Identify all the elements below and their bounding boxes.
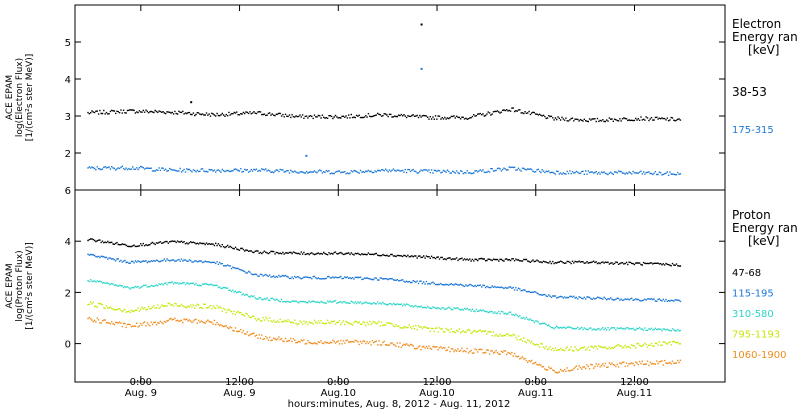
- proton-legend-title: Energy ran: [732, 221, 798, 235]
- proton-series-points: [87, 253, 682, 303]
- x-tick-time-label: 12:00: [225, 377, 254, 388]
- proton-series-310-580: [87, 279, 682, 332]
- electron-y-axis-label: ACE EPAM: [5, 75, 15, 120]
- proton-y-tick-label: 6: [65, 186, 71, 197]
- x-tick-date-label: Aug.11: [518, 388, 553, 399]
- proton-y-axis-label: log(Proton Flux): [15, 250, 25, 321]
- proton-series-115-195: [87, 253, 682, 303]
- x-tick-time-label: 0:00: [130, 377, 152, 388]
- electron-plot-frame: [74, 4, 726, 191]
- x-tick-date-label: Aug.10: [321, 388, 356, 399]
- proton-plot-frame: [74, 189, 726, 383]
- electron-legend-title: Electron: [732, 17, 781, 31]
- electron-outlier-point: [420, 67, 423, 70]
- x-tick-date-label: Aug.11: [617, 388, 652, 399]
- proton-y-tick-label: 4: [65, 237, 71, 248]
- proton-legend-title: Proton: [732, 208, 771, 222]
- proton-y-axis-label: [1/(cm²s ster MeV)]: [25, 242, 35, 329]
- x-tick-time-label: 0:00: [327, 377, 349, 388]
- proton-series-47-68: [87, 238, 682, 267]
- x-tick-date-label: Aug.10: [419, 388, 454, 399]
- electron-y-tick-label: 3: [65, 112, 71, 123]
- x-tick-time-label: 0:00: [525, 377, 547, 388]
- electron-legend-entry: 38-53: [732, 85, 767, 99]
- electron-y-tick-label: 5: [65, 38, 71, 49]
- electron-y-tick-label: 2: [65, 149, 71, 160]
- x-tick-date-label: Aug. 9: [223, 388, 255, 399]
- proton-y-tick-label: 0: [65, 340, 71, 351]
- proton-series-points: [87, 238, 682, 267]
- proton-series-points: [87, 279, 682, 332]
- electron-legend-entry: 175-315: [732, 125, 774, 136]
- proton-legend-entry: 310-580: [732, 309, 774, 320]
- x-tick-date-label: Aug. 9: [125, 388, 157, 399]
- proton-series-points: [87, 301, 682, 352]
- electron-outlier-point: [420, 23, 423, 26]
- proton-legend-entry: 1060-1900: [732, 350, 787, 361]
- proton-legend-entry: 47-68: [732, 268, 761, 279]
- proton-panel: 0 2 4 6 ACE EPAM log(Proton Flux) [1/(cm²s ste…: [5, 186, 798, 383]
- electron-series-38-53: [87, 107, 682, 123]
- electron-y-tick-label: 4: [65, 75, 71, 86]
- proton-series-795-1193: [87, 301, 682, 352]
- electron-legend-title: Energy ran: [732, 30, 798, 44]
- electron-series-points: [87, 165, 682, 176]
- x-axis-label: hours:minutes, Aug. 8, 2012 - Aug. 11, 2…: [288, 399, 511, 410]
- x-tick-time-label: 12:00: [620, 377, 649, 388]
- proton-series-points: [87, 316, 682, 374]
- electron-legend-title: [keV]: [748, 43, 779, 57]
- electron-y-axis-label: [1/(cm²s ster MeV)]: [25, 54, 35, 141]
- electron-panel: 2 3 4 5 ACE EPAM log(Electron Flux) [1/(cm²s s…: [5, 4, 798, 191]
- proton-series-1060-1900: [87, 316, 682, 374]
- electron-series-points: [87, 107, 682, 123]
- proton-legend-entry: 115-195: [732, 289, 774, 300]
- electron-outlier-point: [305, 154, 308, 157]
- proton-y-tick-label: 2: [65, 288, 71, 299]
- electron-series-175-315: [87, 165, 682, 176]
- x-tick-time-label: 12:00: [423, 377, 452, 388]
- proton-legend-entry: 795-1193: [732, 330, 780, 341]
- electron-y-axis-label: log(Electron Flux): [15, 58, 25, 137]
- proton-legend-title: [keV]: [748, 234, 779, 248]
- proton-y-axis-label: ACE EPAM: [5, 263, 15, 308]
- electron-outlier-point: [190, 101, 193, 104]
